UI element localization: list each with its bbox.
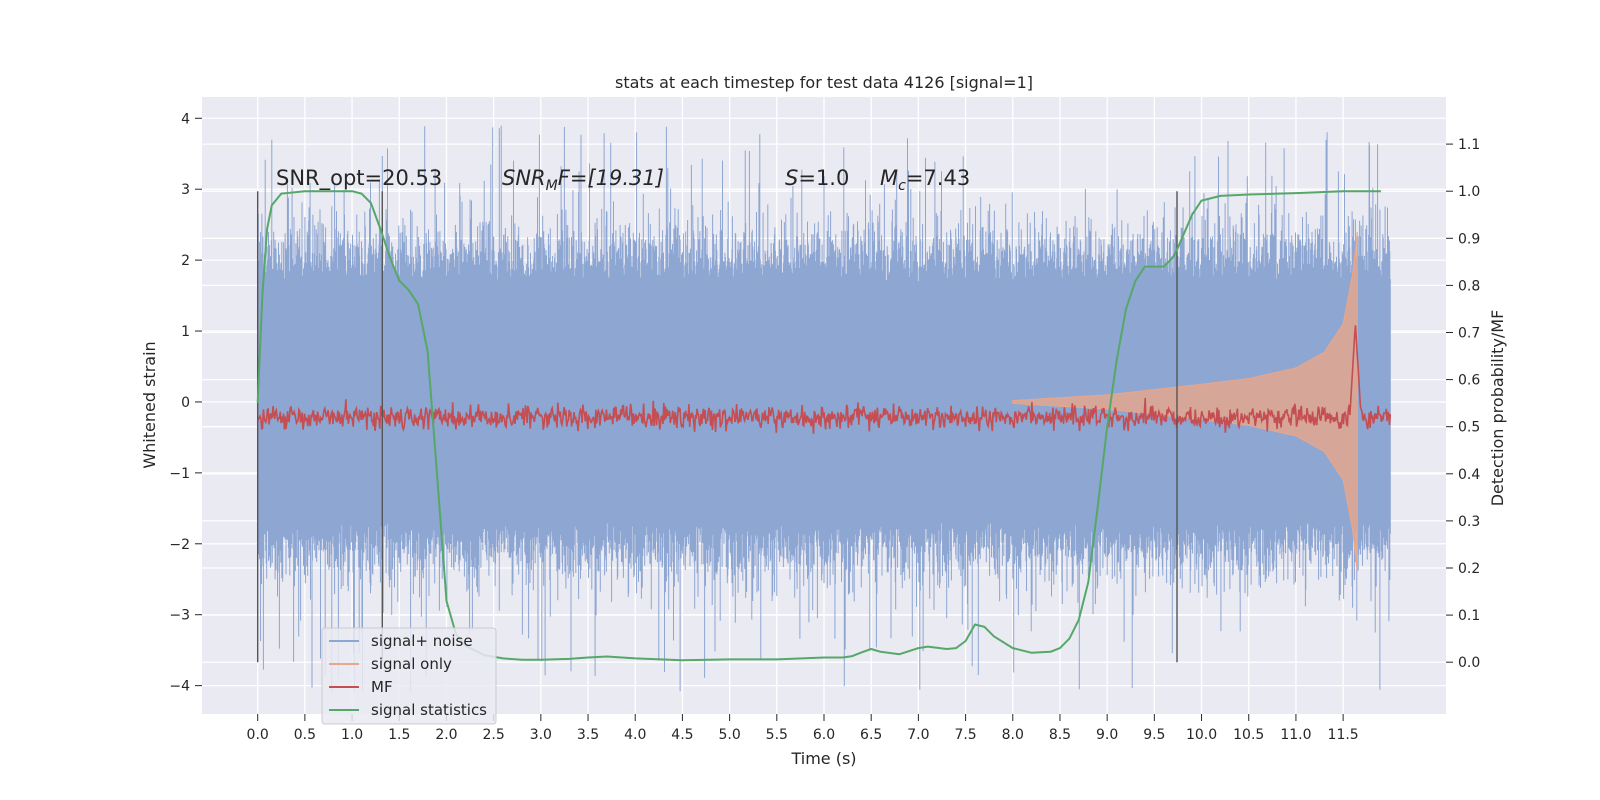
x-tick-label: 10.5 <box>1233 727 1264 743</box>
x-tick-label: 6.5 <box>860 727 882 743</box>
x-tick-label: 9.0 <box>1096 727 1118 743</box>
x-tick-label: 10.0 <box>1186 727 1217 743</box>
y2-tick-label: 0.2 <box>1458 561 1480 577</box>
y2-tick-label: 0.9 <box>1458 231 1480 247</box>
y-tick-label: 2 <box>181 253 190 269</box>
x-tick-label: 0.5 <box>294 727 316 743</box>
x-tick-label: 1.0 <box>341 727 363 743</box>
y2-tick-label: 1.0 <box>1458 184 1480 200</box>
y-tick-label: −2 <box>169 537 190 553</box>
x-tick-label: 5.5 <box>766 727 788 743</box>
x-tick-label: 2.0 <box>435 727 457 743</box>
y-tick-label: 3 <box>181 182 190 198</box>
x-tick-label: 0.0 <box>247 727 269 743</box>
x-tick-label: 3.5 <box>577 727 599 743</box>
y2-tick-label: 0.7 <box>1458 325 1480 341</box>
y2-tick-label: 0.3 <box>1458 514 1480 530</box>
annotation-snr-opt: SNR_opt=20.53 <box>276 166 442 191</box>
y-tick-label: 4 <box>181 111 190 127</box>
y2-tick-label: 0.1 <box>1458 608 1480 624</box>
axes: 4 3 2 1 0 −1 −2 −3 −4 1.1 1.0 0.9 0.8 0.7 0.6 0.5 0.4 0.3… <box>169 111 1480 743</box>
x-tick-label: 2.5 <box>483 727 505 743</box>
signal-statistics-series <box>256 190 1381 662</box>
annotation-snr-mf-name: SNR <box>502 166 546 190</box>
x-tick-label: 4.0 <box>624 727 646 743</box>
y-tick-label: 0 <box>181 395 190 411</box>
x-tick-label: 4.5 <box>671 727 693 743</box>
legend-label-signal-only: signal only <box>371 655 452 673</box>
y2-axis-label: Detection probability/MF <box>1488 310 1507 507</box>
mf-series <box>256 325 1392 434</box>
annotations: SNR_opt=20.53 SNRMF=[19.31] S=1.0 Mc=7.4… <box>276 166 970 194</box>
annotation-s-value: =1.0 <box>798 166 849 190</box>
vertical-markers <box>256 191 1178 663</box>
y-axis-label: Whitened strain <box>140 341 159 468</box>
y2-tick-label: 0.5 <box>1458 420 1480 436</box>
signal-statistics-line <box>256 190 1381 662</box>
y2-tick-label: 0.0 <box>1458 655 1480 671</box>
x-tick-label: 11.0 <box>1280 727 1311 743</box>
annotation-s-name: S <box>785 166 798 190</box>
y2-tick-label: 0.4 <box>1458 467 1480 483</box>
annotation-mc-name: M <box>880 166 898 190</box>
y-tick-label: −1 <box>169 466 190 482</box>
y2-tick-label: 0.6 <box>1458 373 1480 389</box>
legend-label-signal-noise: signal+ noise <box>371 632 473 650</box>
y2-tick-label: 0.8 <box>1458 278 1480 294</box>
x-tick-label: 7.5 <box>954 727 976 743</box>
annotation-snr-mf: SNRMF=[19.31] <box>502 166 664 194</box>
annotation-snr-mf-sub: M <box>546 178 558 194</box>
x-tick-label: 8.0 <box>1002 727 1024 743</box>
y2-tick-label: 1.1 <box>1458 137 1480 153</box>
legend-label-signal-statistics: signal statistics <box>371 701 487 719</box>
y-tick-label: −4 <box>169 679 190 695</box>
x-tick-label: 1.5 <box>388 727 410 743</box>
annotation-mc: Mc=7.43 <box>880 166 970 194</box>
x-tick-label: 11.5 <box>1328 727 1359 743</box>
mf-trace <box>256 325 1392 434</box>
y-tick-label: 1 <box>181 324 190 340</box>
annotation-s: S=1.0 <box>785 166 849 190</box>
x-axis-label: Time (s) <box>790 749 856 768</box>
x-tick-label: 6.0 <box>813 727 835 743</box>
x-tick-label: 9.5 <box>1143 727 1165 743</box>
legend-box <box>321 627 497 725</box>
annotation-mc-value: =7.43 <box>906 166 970 190</box>
legend: signal+ noise signal only MF signal stat… <box>321 627 497 725</box>
annotation-snr-mf-value: F=[19.31] <box>558 166 664 190</box>
y-tick-label: −3 <box>169 608 190 624</box>
annotation-mc-sub: c <box>898 178 906 194</box>
chart-title: stats at each timestep for test data 412… <box>615 73 1033 92</box>
x-tick-label: 7.0 <box>907 727 929 743</box>
x-tick-label: 5.0 <box>718 727 740 743</box>
legend-label-mf: MF <box>371 678 393 696</box>
x-tick-label: 3.0 <box>530 727 552 743</box>
x-tick-label: 8.5 <box>1049 727 1071 743</box>
